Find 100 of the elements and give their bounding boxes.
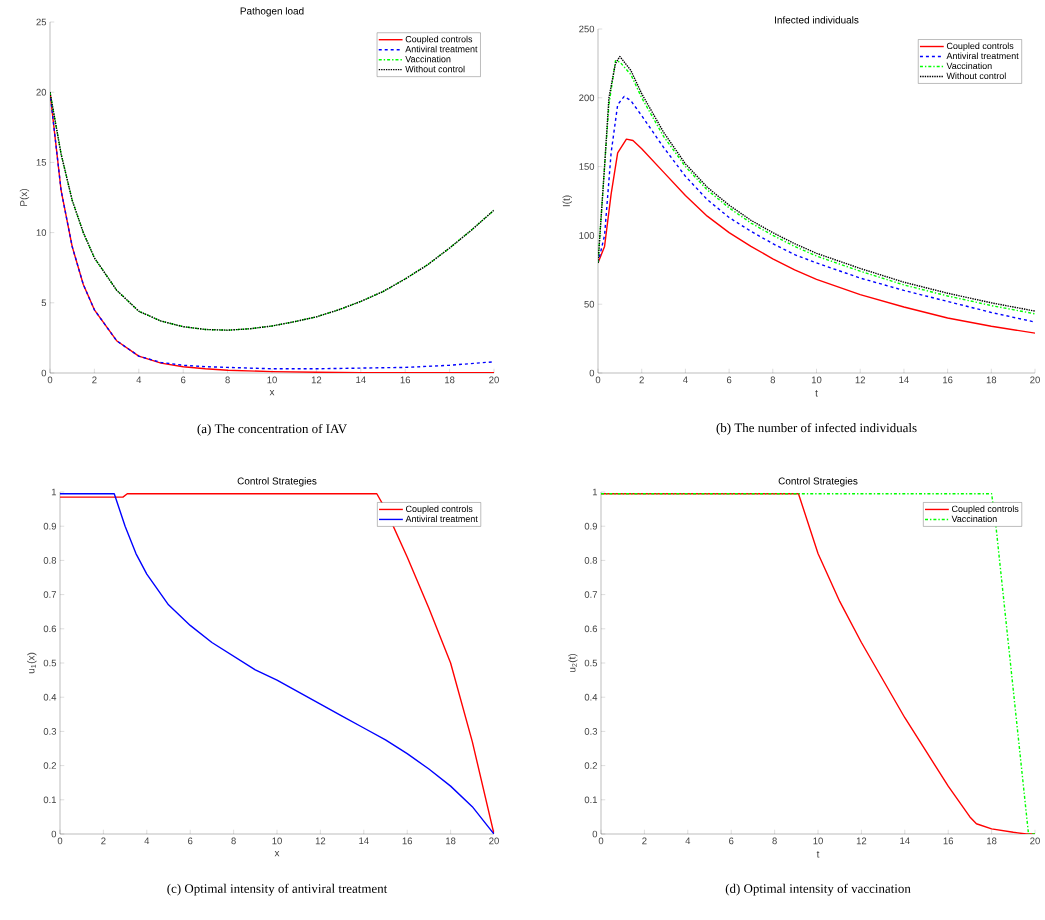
chart-title: Control Strategies bbox=[778, 477, 858, 487]
legend-label: Antiviral treatment bbox=[946, 52, 1019, 60]
y-tick-label: 250 bbox=[579, 25, 595, 33]
legend-label: Antiviral treatment bbox=[405, 45, 478, 53]
text: (d) Optimal intensity of vaccination bbox=[725, 883, 911, 896]
x-tick-label: 4 bbox=[685, 837, 691, 845]
y-tick-label: 100 bbox=[579, 232, 595, 239]
y-tick-label: 0.1 bbox=[43, 796, 57, 804]
y-tick-label: 0 bbox=[51, 830, 57, 838]
x-axis-title: x bbox=[269, 390, 275, 396]
legend-label: Vaccination bbox=[405, 55, 451, 63]
x-tick-label: 10 bbox=[267, 376, 277, 384]
x-tick-label: 18 bbox=[987, 837, 997, 845]
x-tick-label: 2 bbox=[92, 376, 97, 384]
legend-label: Coupled controls bbox=[951, 505, 1019, 514]
y-tick-label: 20 bbox=[36, 88, 47, 96]
y-tick-label: 200 bbox=[579, 94, 595, 102]
x-tick-label: 10 bbox=[272, 837, 282, 845]
x-tick-label: 6 bbox=[729, 837, 734, 845]
x-tick-label: 2 bbox=[101, 837, 106, 845]
y-tick-label: 0.6 bbox=[43, 625, 57, 633]
y-tick-label: 5 bbox=[41, 299, 47, 307]
x-tick-label: 2 bbox=[642, 837, 647, 845]
y-tick-label: 0 bbox=[589, 369, 595, 377]
y-tick-label: 0 bbox=[592, 830, 598, 838]
y-tick-label: 0.8 bbox=[43, 557, 57, 564]
text: (b) The number of infected individuals bbox=[716, 422, 917, 435]
y-tick-label: 25 bbox=[36, 18, 47, 26]
x-axis-title: x bbox=[274, 851, 280, 857]
y-tick-label: 0.4 bbox=[43, 693, 57, 701]
x-tick-label: 8 bbox=[231, 837, 236, 845]
text: (c) Optimal intensity of antiviral treatment bbox=[167, 883, 388, 896]
x-tick-label: 18 bbox=[445, 376, 455, 384]
x-tick-label: 10 bbox=[813, 837, 823, 845]
x-tick-label: 12 bbox=[315, 837, 326, 845]
y-tick-label: 1 bbox=[51, 488, 57, 496]
line-series bbox=[598, 95, 1036, 323]
y-axis-title: I(t) bbox=[562, 195, 572, 207]
x-tick-label: 16 bbox=[400, 376, 411, 384]
x-tick-label: 18 bbox=[986, 376, 997, 384]
x-tick-label: 8 bbox=[772, 837, 777, 845]
x-tick-label: 10 bbox=[811, 376, 822, 384]
x-tick-label: 20 bbox=[489, 376, 499, 384]
x-tick-label: 20 bbox=[1030, 837, 1040, 845]
x-tick-label: 0 bbox=[598, 837, 604, 845]
chart-title: Pathogen load bbox=[240, 7, 304, 17]
x-tick-label: 8 bbox=[770, 376, 776, 384]
y-tick-label: 10 bbox=[36, 229, 47, 236]
x-tick-label: 16 bbox=[943, 837, 954, 845]
legend-label: Vaccination bbox=[946, 62, 992, 70]
x-tick-label: 12 bbox=[856, 837, 867, 845]
y-tick-label: 150 bbox=[579, 163, 595, 170]
legend-label: Without control bbox=[405, 65, 465, 73]
x-tick-label: 14 bbox=[899, 376, 909, 384]
y-axis-title: P(x) bbox=[19, 188, 30, 206]
legend-label: Antiviral treatment bbox=[405, 515, 478, 523]
y-tick-label: 0.5 bbox=[584, 659, 598, 667]
x-tick-label: 4 bbox=[682, 376, 688, 384]
y-tick-label: 15 bbox=[36, 159, 47, 166]
y-tick-label: 0.2 bbox=[584, 762, 598, 769]
y-tick-label: 0.3 bbox=[43, 728, 57, 735]
y-tick-label: 1 bbox=[592, 488, 598, 496]
x-tick-label: 6 bbox=[181, 376, 186, 384]
text: (a) The concentration of IAV bbox=[197, 423, 347, 436]
x-tick-label: 6 bbox=[188, 837, 193, 845]
x-tick-label: 14 bbox=[900, 837, 910, 845]
legend-label: Vaccination bbox=[951, 515, 997, 523]
y-axis-title: u$_{1}$(x) bbox=[27, 652, 37, 674]
x-tick-label: 6 bbox=[726, 376, 732, 384]
x-tick-label: 20 bbox=[489, 837, 499, 845]
x-tick-label: 16 bbox=[943, 376, 953, 384]
y-tick-label: 0 bbox=[41, 369, 47, 377]
y-tick-label: 0.9 bbox=[584, 522, 598, 530]
y-tick-label: 0.8 bbox=[584, 557, 598, 564]
y-tick-label: 0.2 bbox=[43, 762, 57, 769]
line-series bbox=[60, 493, 494, 835]
x-tick-label: 20 bbox=[1030, 376, 1040, 384]
y-tick-label: 0.9 bbox=[43, 522, 57, 530]
y-tick-label: 0.7 bbox=[584, 591, 598, 598]
y-axis-title: u$_{2}$(t) bbox=[568, 653, 578, 673]
y-tick-label: 50 bbox=[584, 300, 595, 308]
legend-label: Coupled controls bbox=[946, 42, 1014, 51]
y-tick-label: 0.3 bbox=[584, 728, 598, 735]
chart-title: Control Strategies bbox=[237, 477, 317, 487]
x-tick-label: 12 bbox=[855, 376, 866, 384]
y-tick-label: 0.5 bbox=[43, 659, 57, 667]
y-tick-label: 0.6 bbox=[584, 625, 598, 633]
x-tick-label: 12 bbox=[311, 376, 322, 384]
legend-label: Coupled controls bbox=[405, 35, 473, 45]
x-tick-label: 0 bbox=[57, 837, 63, 845]
x-axis-title: t bbox=[815, 390, 818, 397]
x-tick-label: 4 bbox=[144, 837, 150, 845]
x-tick-label: 16 bbox=[402, 837, 413, 845]
x-tick-label: 18 bbox=[446, 837, 456, 845]
chart-title: Infected individuals bbox=[775, 16, 859, 24]
y-tick-label: 0.7 bbox=[43, 591, 57, 598]
legend-label: Coupled controls bbox=[405, 505, 473, 514]
x-axis-title: t bbox=[816, 851, 820, 858]
x-tick-label: 2 bbox=[639, 376, 644, 384]
x-tick-label: 4 bbox=[136, 376, 142, 384]
